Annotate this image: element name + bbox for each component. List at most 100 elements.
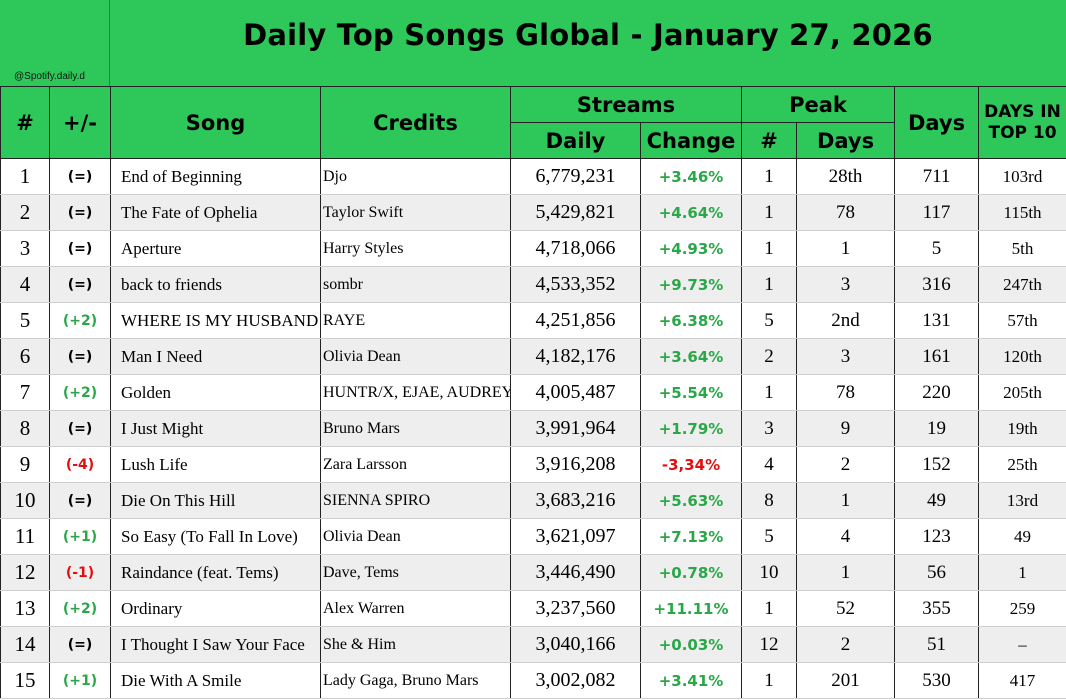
days-cell: 49 (894, 482, 980, 519)
daily-streams-cell: 4,005,487 (510, 374, 641, 411)
rank-cell: 13 (0, 590, 50, 627)
pct-change-cell: +4.93% (639, 230, 743, 267)
song-cell: Raindance (feat. Tems) (110, 554, 321, 591)
song-cell: Aperture (110, 230, 321, 267)
header-peak-days: Days (796, 122, 896, 159)
peak-days-cell: 78 (796, 374, 896, 411)
song-cell: The Fate of Ophelia (110, 194, 321, 231)
peak-cell: 1 (741, 266, 798, 303)
header-streams: Streams (509, 86, 743, 123)
days-cell: 711 (894, 158, 980, 195)
song-cell: Golden (110, 374, 321, 411)
pct-change-cell: +3.41% (639, 662, 743, 699)
credits-cell: She & Him (320, 626, 511, 663)
peak-days-cell: 1 (796, 482, 896, 519)
days-top10-cell: 103rd (978, 158, 1066, 195)
watermark-handle: @Spotify.daily.d (14, 71, 85, 82)
table-row: 9 (-4) Lush Life Zara Larsson 3,916,208 -3,34… (0, 446, 1066, 483)
credits-cell: Bruno Mars (320, 410, 511, 447)
credits-cell: Djo (320, 158, 511, 195)
header-pct-change: Change (639, 122, 743, 159)
rank-cell: 4 (0, 266, 50, 303)
change-cell: (+2) (49, 302, 111, 339)
header-peak: Peak (741, 86, 896, 123)
peak-cell: 1 (741, 194, 798, 231)
rank-cell: 9 (0, 446, 50, 483)
table-row: 14 (=) I Thought I Saw Your Face She & Him 3… (0, 626, 1066, 663)
peak-cell: 1 (741, 158, 798, 195)
daily-streams-cell: 3,446,490 (510, 554, 641, 591)
daily-streams-cell: 3,002,082 (510, 662, 641, 699)
days-cell: 220 (894, 374, 980, 411)
pct-change-cell: +1.79% (639, 410, 743, 447)
peak-cell: 3 (741, 410, 798, 447)
peak-days-cell: 3 (796, 266, 896, 303)
peak-days-cell: 1 (796, 230, 896, 267)
peak-cell: 1 (741, 590, 798, 627)
rank-cell: 12 (0, 554, 50, 591)
title-banner: Daily Top Songs Global - January 27, 202… (0, 0, 1066, 86)
credits-cell: SIENNA SPIRO (320, 482, 511, 519)
peak-days-cell: 52 (796, 590, 896, 627)
song-cell: WHERE IS MY HUSBAND! (110, 302, 321, 339)
header-rank: # (0, 86, 50, 159)
credits-cell: Harry Styles (320, 230, 511, 267)
pct-change-cell: +11.11% (639, 590, 743, 627)
header-days-top10: DAYS IN TOP 10 (978, 86, 1066, 159)
daily-streams-cell: 3,040,166 (510, 626, 641, 663)
days-top10-cell: 120th (978, 338, 1066, 375)
credits-cell: Taylor Swift (320, 194, 511, 231)
change-cell: (=) (49, 410, 111, 447)
song-cell: Die With A Smile (110, 662, 321, 699)
table-row: 1 (=) End of Beginning Djo 6,779,231 +3.46% 1 2… (0, 158, 1066, 195)
credits-cell: Olivia Dean (320, 338, 511, 375)
peak-cell: 4 (741, 446, 798, 483)
song-cell: Die On This Hill (110, 482, 321, 519)
daily-streams-cell: 3,916,208 (510, 446, 641, 483)
change-cell: (=) (49, 266, 111, 303)
change-cell: (=) (49, 194, 111, 231)
days-top10-cell: 57th (978, 302, 1066, 339)
peak-days-cell: 4 (796, 518, 896, 555)
table-row: 15 (+1) Die With A Smile Lady Gaga, Bruno M… (0, 662, 1066, 699)
table-row: 4 (=) back to friends sombr 4,533,352 +9.73% 1… (0, 266, 1066, 303)
days-top10-cell: 13rd (978, 482, 1066, 519)
change-cell: (=) (49, 338, 111, 375)
table-row: 12 (-1) Raindance (feat. Tems) Dave, Tems 3,… (0, 554, 1066, 591)
days-cell: 131 (894, 302, 980, 339)
change-cell: (=) (49, 230, 111, 267)
peak-cell: 8 (741, 482, 798, 519)
daily-streams-cell: 4,182,176 (510, 338, 641, 375)
pct-change-cell: +0.03% (639, 626, 743, 663)
days-top10-cell: 49 (978, 518, 1066, 555)
banner-divider (109, 0, 110, 86)
song-cell: So Easy (To Fall In Love) (110, 518, 321, 555)
daily-streams-cell: 5,429,821 (510, 194, 641, 231)
pct-change-cell: +7.13% (639, 518, 743, 555)
peak-days-cell: 1 (796, 554, 896, 591)
page-title: Daily Top Songs Global - January 27, 202… (243, 18, 933, 52)
peak-days-cell: 2 (796, 626, 896, 663)
table-row: 11 (+1) So Easy (To Fall In Love) Olivia De… (0, 518, 1066, 555)
days-cell: 152 (894, 446, 980, 483)
days-top10-cell: 1 (978, 554, 1066, 591)
chart-table: # +/- Song Credits Streams Peak Days DAY… (0, 86, 1066, 699)
header-peak-num: # (741, 122, 798, 159)
header-song: Song (110, 86, 321, 159)
peak-cell: 5 (741, 302, 798, 339)
rank-cell: 2 (0, 194, 50, 231)
pct-change-cell: +5.54% (639, 374, 743, 411)
table-row: 8 (=) I Just Might Bruno Mars 3,991,964 +1.79… (0, 410, 1066, 447)
rank-cell: 1 (0, 158, 50, 195)
daily-streams-cell: 4,533,352 (510, 266, 641, 303)
header-credits: Credits (320, 86, 511, 159)
days-top10-cell: – (978, 626, 1066, 663)
peak-cell: 5 (741, 518, 798, 555)
days-top10-cell: 417 (978, 662, 1066, 699)
days-cell: 19 (894, 410, 980, 447)
days-cell: 56 (894, 554, 980, 591)
peak-cell: 12 (741, 626, 798, 663)
pct-change-cell: +9.73% (639, 266, 743, 303)
header-days: Days (894, 86, 980, 159)
